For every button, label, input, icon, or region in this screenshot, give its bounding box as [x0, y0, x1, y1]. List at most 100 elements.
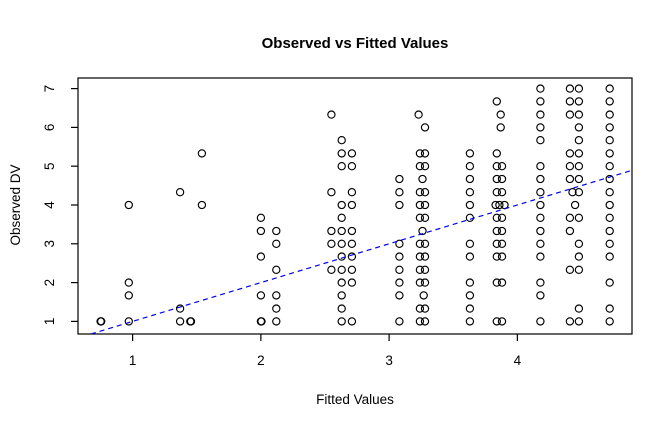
data-point [420, 252, 430, 261]
data-point [418, 226, 427, 236]
data-point [492, 174, 501, 184]
data-point [415, 149, 425, 158]
data-point [175, 304, 185, 313]
x-tick-label: 1 [129, 353, 137, 368]
data-point [415, 200, 425, 210]
data-point [415, 188, 425, 197]
x-tick-label: 3 [385, 353, 393, 368]
data-point [395, 278, 404, 287]
data-point [574, 265, 584, 274]
data-point [337, 226, 346, 236]
data-point [347, 239, 357, 248]
data-point [465, 149, 475, 158]
data-point [175, 317, 185, 326]
data-point [565, 149, 575, 158]
data-point [574, 84, 584, 93]
data-point [347, 149, 357, 158]
data-point [272, 291, 281, 300]
data-point [337, 239, 346, 248]
data-point [536, 252, 545, 261]
data-point [420, 304, 430, 313]
data-point [415, 162, 425, 171]
data-point [574, 162, 584, 171]
data-point [197, 149, 207, 158]
data-point [536, 123, 545, 132]
data-point [327, 239, 336, 248]
y-tick-label: 6 [42, 124, 57, 132]
data-point [497, 317, 507, 326]
data-point [337, 278, 346, 287]
data-point [491, 200, 500, 210]
data-point [574, 136, 584, 145]
data-point [497, 252, 507, 261]
x-axis-label: Fitted Values [316, 392, 394, 407]
data-point [497, 162, 507, 171]
y-tick-label: 1 [42, 318, 57, 326]
data-point [327, 188, 336, 197]
data-point [337, 252, 346, 261]
data-point [605, 110, 614, 119]
data-point [497, 188, 507, 197]
data-point [337, 265, 346, 274]
data-point [605, 149, 614, 158]
data-point [565, 317, 575, 326]
data-point [420, 317, 430, 326]
data-point [347, 188, 357, 197]
data-point [536, 213, 545, 222]
data-point [605, 174, 614, 184]
data-point [186, 317, 196, 326]
data-point [492, 188, 501, 197]
data-point [97, 317, 106, 326]
data-point [492, 162, 501, 171]
data-point [565, 226, 575, 236]
data-point [415, 213, 425, 222]
y-tick-label: 3 [42, 240, 57, 248]
data-point [496, 110, 505, 119]
data-point [536, 110, 545, 119]
data-point [347, 252, 357, 261]
plot-area: 1 2 3 4 1 2 3 4 5 6 7 [42, 77, 633, 368]
data-point [492, 213, 501, 222]
data-point [605, 84, 614, 93]
data-point [496, 123, 505, 132]
data-point [414, 110, 423, 119]
data-point [574, 110, 584, 119]
data-point [256, 291, 266, 300]
data-point [536, 226, 545, 236]
data-point [565, 265, 575, 274]
data-point [605, 252, 614, 261]
data-point [574, 304, 584, 313]
data-point [420, 213, 430, 222]
data-point [272, 265, 281, 274]
data-point [415, 317, 425, 326]
data-point [574, 174, 584, 184]
data-point [536, 317, 545, 326]
data-point [465, 174, 475, 184]
y-tick-label: 7 [42, 85, 57, 93]
data-point [497, 174, 507, 184]
plot-box [77, 77, 633, 335]
data-point [605, 188, 614, 197]
data-point [536, 162, 545, 171]
data-point [327, 110, 336, 119]
data-point [605, 123, 614, 132]
data-point [256, 252, 266, 261]
data-point [574, 149, 584, 158]
data-point [465, 239, 475, 248]
data-point [415, 304, 425, 313]
data-point [420, 162, 430, 171]
data-point [347, 317, 357, 326]
data-point [420, 239, 430, 248]
data-point [565, 97, 575, 106]
data-point [395, 174, 404, 184]
data-point [175, 188, 185, 197]
data-point [415, 239, 425, 248]
data-point [497, 213, 507, 222]
data-point [605, 304, 614, 313]
data-point [420, 123, 430, 132]
data-point [565, 213, 575, 222]
data-point [536, 97, 545, 106]
data-point [605, 239, 614, 248]
data-point [395, 252, 404, 261]
data-point [536, 200, 545, 210]
